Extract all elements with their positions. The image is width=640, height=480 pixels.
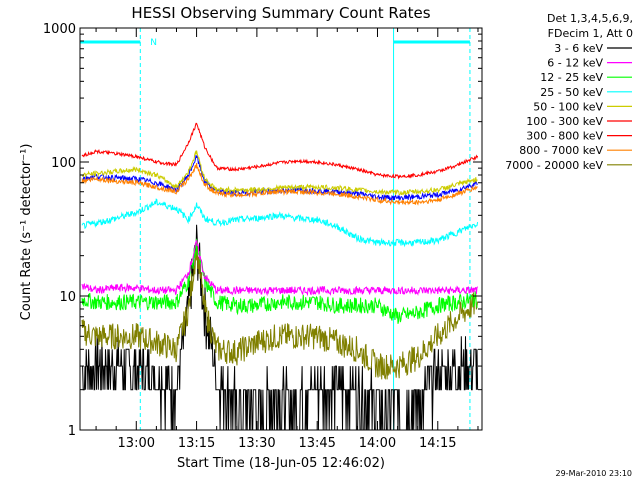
y-tick-label: 10	[59, 290, 76, 305]
series-100-300-kev	[81, 122, 479, 180]
legend-entry-label: 800 - 7000 keV	[519, 144, 603, 157]
y-tick-label: 1000	[43, 22, 76, 37]
x-tick-label: 14:00	[359, 436, 396, 451]
legend-entry-label: 7000 - 20000 keV	[505, 159, 603, 172]
series-12-25-kev	[81, 238, 478, 324]
series-7000-20000-kev	[81, 241, 479, 380]
x-tick-label: 13:00	[118, 436, 155, 451]
x-tick-label: 14:15	[419, 436, 456, 451]
series-50-100-kev	[81, 150, 478, 196]
y-tick-label: 100	[51, 156, 76, 171]
y-axis-label: Count Rate (s⁻¹ detector⁻¹)	[19, 144, 34, 321]
x-axis-label: Start Time (18-Jun-05 12:46:02)	[177, 456, 385, 471]
axes: 1 10 100 1000 13:00 13:15 13:30 13:45 14:00 14:15	[43, 22, 483, 451]
legend-entry-label: 6 - 12 keV	[547, 57, 603, 70]
series-800-7000-kev	[81, 162, 478, 206]
legend: Det 1,3,4,5,6,9, FDecim 1, Att 0 3 - 6 keV…	[505, 12, 633, 172]
legend-entry-label: 25 - 50 keV	[540, 86, 603, 99]
x-tick-label: 13:15	[178, 436, 215, 451]
x-tick-label: 13:45	[298, 436, 335, 451]
chart-title: HESSI Observing Summary Count Rates	[131, 4, 430, 22]
legend-entry-label: 12 - 25 keV	[540, 71, 603, 84]
series-6-12-kev	[81, 239, 479, 297]
legend-entry-label: 100 - 300 keV	[526, 115, 603, 128]
series-25-50-kev	[81, 198, 479, 248]
n-marker-label: N	[150, 38, 157, 48]
legend-entry-label: 300 - 800 keV	[526, 130, 603, 143]
footer-timestamp: 29-Mar-2010 23:10	[556, 469, 633, 478]
plot-area: N	[79, 28, 479, 431]
y-tick-label: 1	[68, 424, 76, 439]
legend-entry-label: 50 - 100 keV	[533, 100, 603, 113]
series-3-6-kev	[82, 224, 479, 431]
x-tick-label: 13:30	[238, 436, 275, 451]
legend-header-line: Det 1,3,4,5,6,9,	[547, 12, 633, 25]
legend-header-line: FDecim 1, Att 0	[548, 27, 633, 40]
legend-entry-label: 3 - 6 keV	[554, 42, 603, 55]
plot-frame	[79, 27, 483, 431]
